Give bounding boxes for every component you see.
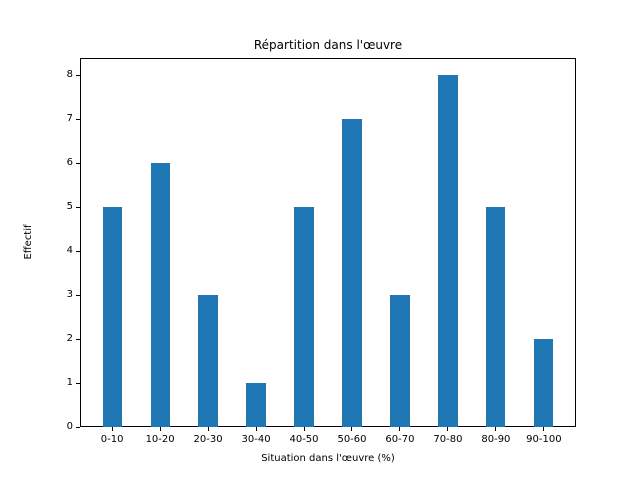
- bar: [342, 119, 362, 428]
- y-tick-label: 4: [66, 245, 73, 257]
- y-tick-label: 3: [66, 289, 73, 301]
- y-tick-mark: [76, 338, 80, 340]
- y-tick-mark: [76, 206, 80, 208]
- x-tick-label: 90-100: [526, 434, 562, 446]
- y-axis-label: Effectif: [23, 224, 34, 260]
- bar: [390, 295, 410, 428]
- x-tick-label: 80-90: [481, 434, 511, 446]
- x-axis-label: Situation dans l'œuvre (%): [261, 453, 395, 465]
- x-tick-mark: [255, 427, 257, 432]
- x-tick-label: 20-30: [193, 434, 223, 446]
- bar: [534, 339, 554, 428]
- bar: [246, 383, 266, 428]
- x-tick-mark: [495, 427, 497, 432]
- x-tick-mark: [303, 427, 305, 432]
- x-tick-label: 0-10: [100, 434, 124, 446]
- bar: [102, 207, 122, 428]
- bar: [150, 163, 170, 428]
- y-tick-mark: [76, 250, 80, 252]
- x-tick-mark: [207, 427, 209, 432]
- x-tick-label: 10-20: [145, 434, 175, 446]
- y-tick-label: 7: [66, 113, 73, 125]
- y-tick-mark: [76, 162, 80, 164]
- bar: [486, 207, 506, 428]
- x-tick-mark: [111, 427, 113, 432]
- x-tick-mark: [447, 427, 449, 432]
- y-tick-mark: [76, 118, 80, 120]
- y-tick-label: 5: [66, 201, 73, 213]
- x-tick-label: 30-40: [241, 434, 271, 446]
- bar: [438, 75, 458, 428]
- y-tick-label: 1: [66, 377, 73, 389]
- bar: [294, 207, 314, 428]
- x-tick-label: 50-60: [337, 434, 367, 446]
- y-tick-label: 8: [66, 69, 73, 81]
- y-tick-label: 0: [66, 421, 73, 433]
- chart-title: Répartition dans l'œuvre: [253, 37, 403, 52]
- x-tick-label: 70-80: [433, 434, 463, 446]
- y-tick-mark: [76, 382, 80, 384]
- x-tick-mark: [543, 427, 545, 432]
- x-tick-mark: [351, 427, 353, 432]
- y-tick-label: 6: [66, 157, 73, 169]
- y-tick-mark: [76, 294, 80, 296]
- y-tick-label: 2: [66, 333, 73, 345]
- bar: [198, 295, 218, 428]
- x-tick-label: 40-50: [289, 434, 319, 446]
- y-tick-mark: [76, 74, 80, 76]
- x-tick-mark: [399, 427, 401, 432]
- x-tick-label: 60-70: [385, 434, 415, 446]
- x-tick-mark: [159, 427, 161, 432]
- y-tick-mark: [76, 426, 80, 428]
